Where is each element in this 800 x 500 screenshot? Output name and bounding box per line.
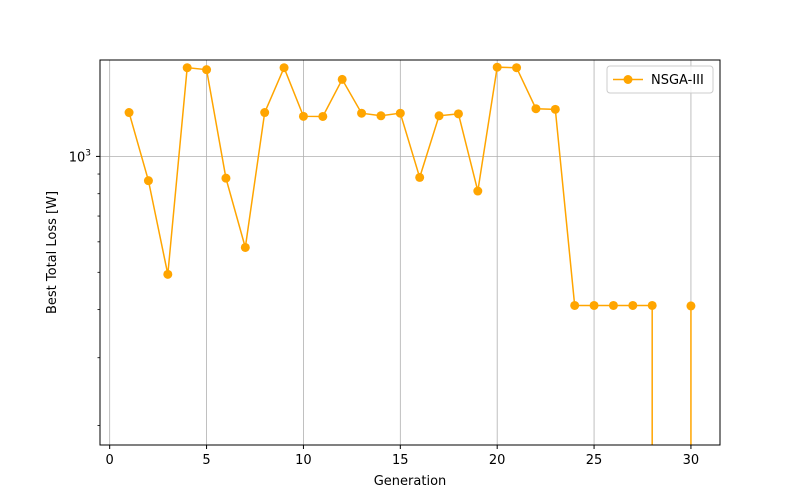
- y-axis-label: Best Total Loss [W]: [45, 191, 60, 314]
- data-point-24: [589, 300, 599, 310]
- y-axis-ticks: 103: [69, 148, 100, 426]
- axes-frame: [99, 59, 721, 446]
- data-point-14: [395, 108, 405, 118]
- x-tick-label-2: 10: [295, 453, 312, 468]
- x-axis-ticks: 0 5 10 15 20 25 30: [106, 445, 700, 468]
- data-point-17: [453, 109, 463, 119]
- data-point-2: [163, 269, 173, 279]
- data-point-20: [512, 63, 522, 73]
- data-point-19: [492, 62, 502, 72]
- x-axis-label: Generation: [374, 474, 447, 489]
- legend-marker-nsga-iii: [623, 75, 633, 84]
- data-point-23: [570, 300, 580, 310]
- data-point-4: [202, 65, 212, 75]
- y-tick-label-0: 103: [69, 148, 91, 165]
- data-point-11: [337, 74, 347, 84]
- data-point-9: [298, 111, 308, 121]
- plot-area: [100, 60, 720, 445]
- data-point-1: [143, 176, 153, 186]
- x-tick-label-1: 5: [202, 453, 210, 468]
- legend: NSGA-III: [606, 65, 714, 94]
- data-point-10: [318, 111, 328, 121]
- legend-box: [606, 65, 714, 94]
- x-tick-label-4: 20: [489, 453, 506, 468]
- data-point-16: [434, 111, 444, 121]
- data-point-13: [376, 111, 386, 121]
- x-tick-label-3: 15: [392, 453, 409, 468]
- legend-label-nsga-iii: NSGA-III: [651, 73, 704, 88]
- data-point-15: [415, 172, 425, 182]
- data-point-6: [240, 242, 250, 252]
- data-point-12: [357, 108, 367, 118]
- data-point-3: [182, 63, 192, 73]
- data-point-21: [531, 104, 541, 114]
- data-point-25: [608, 300, 618, 310]
- data-point-27: [647, 300, 657, 310]
- data-point-22: [550, 104, 560, 114]
- data-point-26: [628, 300, 638, 310]
- data-point-7: [260, 108, 270, 118]
- x-tick-label-6: 30: [683, 453, 700, 468]
- data-point-0: [124, 108, 134, 118]
- series-line-0-segment-0: [128, 65, 653, 307]
- x-tick-label-0: 0: [106, 453, 114, 468]
- data-point-18: [473, 186, 483, 196]
- x-tick-label-5: 25: [586, 453, 603, 468]
- data-point-29: [686, 301, 696, 311]
- data-point-8: [279, 63, 289, 73]
- data-point-5: [221, 173, 231, 183]
- data-series-nsga-iii: [124, 62, 696, 445]
